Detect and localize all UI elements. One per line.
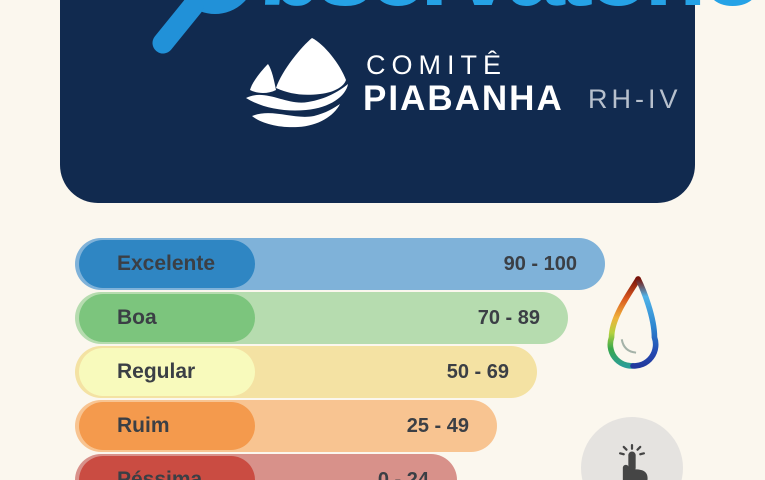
magnifier-logo-icon <box>152 0 246 54</box>
legend-range: 25 - 49 <box>406 414 469 437</box>
legend-pill-label: Regular <box>79 348 255 396</box>
legend-label: Boa <box>117 306 157 329</box>
legend-range: 70 - 89 <box>477 306 540 329</box>
org-name-line2: PIABANHA <box>363 79 564 118</box>
header-card: bservatório COMITÊ PIABANHA RH-IV <box>60 0 765 203</box>
mountain-wave-logo-icon <box>246 38 348 128</box>
water-drop-rainbow-icon <box>607 276 659 369</box>
org-name-line1: COMITÊ <box>366 50 507 80</box>
legend-range: 90 - 100 <box>503 252 577 275</box>
legend-pill-label: Boa <box>79 294 255 342</box>
legend-pill-label: Péssima <box>79 456 255 480</box>
tap-hand-icon <box>618 444 648 480</box>
app-title: bservatório <box>258 0 765 22</box>
legend-row-ruim: Ruim 25 - 49 <box>75 400 497 452</box>
legend-label: Excelente <box>117 252 216 275</box>
legend-range: 0 - 24 <box>377 468 429 480</box>
tap-action-button[interactable] <box>581 417 683 480</box>
legend-row-boa: Boa 70 - 89 <box>75 292 568 344</box>
legend-label: Regular <box>117 360 196 383</box>
legend-label: Ruim <box>117 414 170 437</box>
legend-row-excelente: Excelente 90 - 100 <box>75 238 605 290</box>
legend-pill-label: Excelente <box>79 240 255 288</box>
legend-range: 50 - 69 <box>446 360 509 383</box>
legend-pill-label: Ruim <box>79 402 255 450</box>
legend-row-pessima: Péssima 0 - 24 <box>75 454 457 480</box>
org-region-label: RH-IV <box>588 84 682 114</box>
legend-row-regular: Regular 50 - 69 <box>75 346 537 398</box>
legend-label: Péssima <box>117 468 203 480</box>
